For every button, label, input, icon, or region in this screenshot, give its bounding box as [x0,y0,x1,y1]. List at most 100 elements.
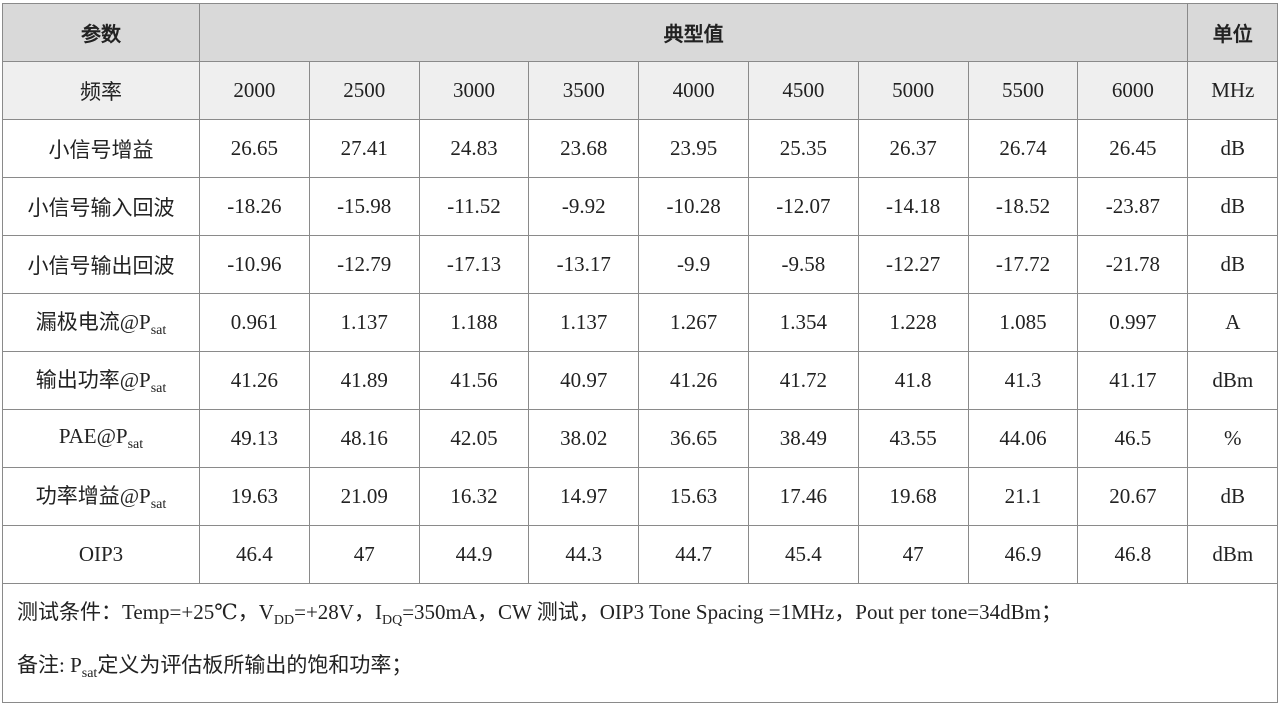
value-cell: 36.65 [638,409,749,468]
row-label: 漏极电流@Psat [2,293,200,352]
value-cell: 5000 [857,61,969,120]
unit-cell: dB [1187,119,1279,178]
value-cell: -14.18 [857,177,969,236]
row-label: 小信号输出回波 [2,235,200,294]
value-cell: 1.137 [528,293,640,352]
table-row: OIP3 46.4 47 44.9 44.3 44.7 45.4 47 46.9 46.8 dBm [2,525,1279,584]
value-cell: 19.68 [857,467,969,526]
value-cell: 0.961 [199,293,310,352]
text: =+28V，I [294,600,382,624]
unit-cell: dB [1187,235,1279,294]
text: 小信号增益 [48,137,154,162]
value-cell: 27.41 [308,119,420,178]
value-cell: 41.26 [638,351,749,410]
table-row: 小信号输入回波 -18.26 -15.98 -11.52 -9.92 -10.28 -12.… [2,177,1279,236]
value-cell: 1.085 [967,293,1079,352]
value-cell: 23.95 [638,119,749,178]
text: 功率增益@P [35,484,151,508]
spec-table: 参数 典型值 单位 频率 2000 2500 3000 3500 4000 4500 5000… [1,3,1279,703]
note-line: 测试条件：Temp=+25℃，VDD=+28V，IDQ=350mA，CW 测试，… [17,590,1263,643]
value-cell: 23.68 [528,119,640,178]
value-cell: 48.16 [308,409,420,468]
value-cell: 2000 [199,61,310,120]
value-cell: 0.997 [1077,293,1189,352]
subscript: DQ [381,613,403,628]
value-cell: 47 [308,525,420,584]
value-cell: 41.89 [308,351,420,410]
subscript: DD [273,613,295,628]
row-label: PAE@Psat [2,409,200,468]
value-cell: -17.72 [967,235,1079,294]
row-label: 小信号增益 [2,119,200,178]
value-cell: -21.78 [1077,235,1189,294]
value-cell: 44.7 [638,525,749,584]
unit-cell: dBm [1187,351,1279,410]
value-cell: 5500 [967,61,1079,120]
value-cell: 4000 [638,61,749,120]
value-cell: 25.35 [747,119,859,178]
table-row: 频率 2000 2500 3000 3500 4000 4500 5000 5500 6000 MH… [2,61,1279,120]
value-cell: 41.26 [199,351,310,410]
value-cell: -9.58 [747,235,859,294]
value-cell: 4500 [747,61,859,120]
value-cell: -9.9 [638,235,749,294]
value-cell: 41.17 [1077,351,1189,410]
value-cell: -12.27 [857,235,969,294]
text: 备注: P [17,653,82,677]
value-cell: -15.98 [308,177,420,236]
unit-cell: dBm [1187,525,1279,584]
subscript: sat [127,437,144,452]
value-cell: 3500 [528,61,640,120]
value-cell: 43.55 [857,409,969,468]
value-cell: 46.8 [1077,525,1189,584]
value-cell: 26.45 [1077,119,1189,178]
table-row: 功率增益@Psat 19.63 21.09 16.32 14.97 15.63 17.46 1… [2,467,1279,526]
value-cell: 1.267 [638,293,749,352]
note-line: 备注: Psat定义为评估板所输出的饱和功率； [17,643,1263,696]
text: PAE@P [58,424,128,448]
value-cell: -17.13 [418,235,530,294]
subscript: sat [150,497,167,512]
value-cell: 14.97 [528,467,640,526]
value-cell: 1.188 [418,293,530,352]
value-cell: 42.05 [418,409,530,468]
value-cell: 44.9 [418,525,530,584]
value-cell: 41.56 [418,351,530,410]
value-cell: 46.4 [199,525,310,584]
value-cell: 46.5 [1077,409,1189,468]
subscript: sat [150,323,167,338]
value-cell: 49.13 [199,409,310,468]
text: 输出功率@P [35,368,151,392]
header-cell: 参数 [2,3,200,62]
notes-cell: 测试条件：Temp=+25℃，VDD=+28V，IDQ=350mA，CW 测试，… [1,583,1279,703]
subscript: sat [150,381,167,396]
row-label: 输出功率@Psat [2,351,200,410]
value-cell: 21.1 [967,467,1079,526]
value-cell: 1.228 [857,293,969,352]
row-label: 功率增益@Psat [2,467,200,526]
header-row: 参数 典型值 单位 [2,3,1279,62]
subscript: sat [81,666,98,681]
value-cell: 47 [857,525,969,584]
value-cell: 45.4 [747,525,859,584]
unit-cell: % [1187,409,1279,468]
value-cell: 26.37 [857,119,969,178]
value-cell: 41.72 [747,351,859,410]
value-cell: 15.63 [638,467,749,526]
value-cell: -12.07 [747,177,859,236]
value-cell: 26.74 [967,119,1079,178]
value-cell: -13.17 [528,235,640,294]
value-cell: -18.26 [199,177,310,236]
table-row: 输出功率@Psat 41.26 41.89 41.56 40.97 41.26 41.72 4… [2,351,1279,410]
text: 小信号输出回波 [27,253,175,278]
text: 频率 [80,79,122,104]
value-cell: 21.09 [308,467,420,526]
value-cell: 1.354 [747,293,859,352]
value-cell: -10.28 [638,177,749,236]
value-cell: 1.137 [308,293,420,352]
value-cell: 38.02 [528,409,640,468]
header-cell: 单位 [1187,3,1279,62]
text: 测试条件：Temp=+25℃，V [17,600,274,624]
value-cell: 46.9 [967,525,1079,584]
table-row: 小信号增益 26.65 27.41 24.83 23.68 23.95 25.35 26.37… [2,119,1279,178]
